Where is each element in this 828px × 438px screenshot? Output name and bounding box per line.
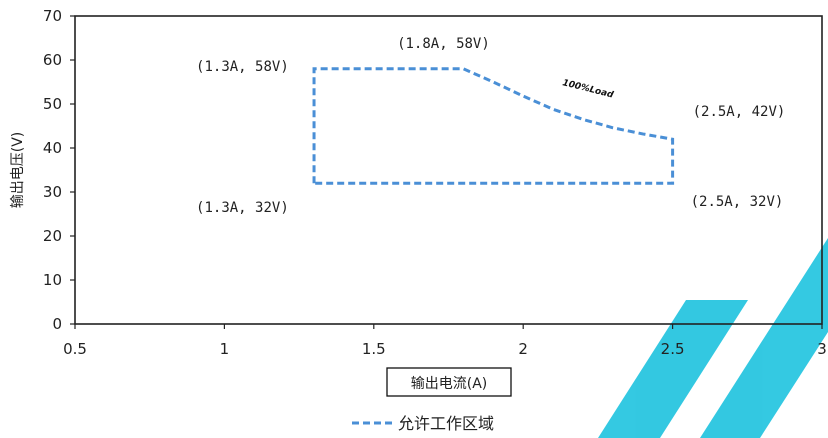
y-tick-label: 0 (52, 315, 62, 333)
x-tick-label: 1.5 (362, 340, 386, 358)
x-tick-label: 0.5 (63, 340, 87, 358)
y-axis-title: 输出电压(V) (10, 132, 26, 209)
curve-label: 100%Load (561, 78, 615, 100)
x-axis-ticks: 0.5 1 1.5 2 2.5 3 (63, 324, 827, 358)
x-tick-label: 3 (817, 340, 827, 358)
plot-area-frame (74, 15, 823, 325)
y-tick-label: 10 (43, 271, 62, 289)
y-tick-label: 30 (43, 183, 62, 201)
safe-operating-area-line (312, 67, 675, 185)
point-annotation: (2.5A, 42V) (693, 104, 786, 120)
point-annotation: (1.3A, 58V) (196, 59, 289, 75)
watermark-graphic (598, 238, 828, 438)
x-tick-label: 2 (518, 340, 528, 358)
point-annotation: (1.3A, 32V) (196, 200, 289, 216)
y-tick-label: 50 (43, 95, 62, 113)
legend-label: 允许工作区域 (398, 414, 494, 433)
y-tick-label: 60 (43, 51, 62, 69)
point-annotations: (1.3A, 58V) (1.8A, 58V) (2.5A, 42V) (1.3A, … (196, 36, 785, 216)
x-tick-label: 2.5 (661, 340, 685, 358)
point-annotation: (1.8A, 58V) (397, 36, 490, 52)
y-tick-label: 70 (43, 7, 62, 25)
y-tick-label: 20 (43, 227, 62, 245)
y-tick-label: 40 (43, 139, 62, 157)
point-annotation: (2.5A, 32V) (691, 194, 784, 210)
y-axis-ticks: 0 10 20 30 40 50 60 70 (43, 7, 75, 333)
x-axis-title-box (386, 367, 512, 397)
legend: 允许工作区域 (352, 414, 494, 433)
x-axis-title: 输出电流(A) (411, 376, 488, 392)
x-tick-label: 1 (220, 340, 230, 358)
